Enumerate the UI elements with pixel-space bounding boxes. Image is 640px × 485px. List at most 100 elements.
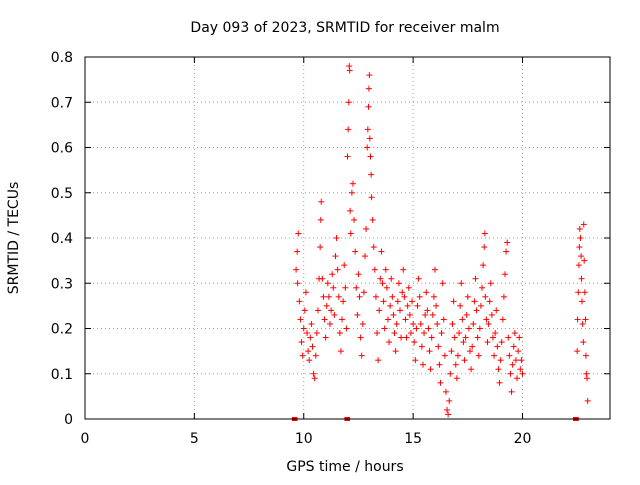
data-point xyxy=(447,370,454,377)
data-point xyxy=(364,126,371,133)
data-point xyxy=(506,352,513,359)
data-point xyxy=(498,339,505,346)
data-point xyxy=(356,293,363,300)
data-point xyxy=(445,411,452,418)
data-point xyxy=(423,289,430,296)
data-point xyxy=(305,348,312,355)
data-point xyxy=(576,244,583,251)
data-point xyxy=(295,230,302,237)
data-point xyxy=(426,348,433,355)
data-point xyxy=(369,216,376,223)
data-point xyxy=(494,343,501,350)
data-point xyxy=(345,126,352,133)
data-point xyxy=(452,361,459,368)
data-point xyxy=(370,244,377,251)
data-point xyxy=(514,375,521,382)
data-point xyxy=(434,320,441,327)
data-point xyxy=(469,343,476,350)
data-point xyxy=(439,280,446,287)
data-point xyxy=(576,225,583,232)
data-point xyxy=(476,325,483,332)
data-point xyxy=(371,266,378,273)
data-point xyxy=(578,253,585,260)
data-point xyxy=(307,334,314,341)
data-point xyxy=(516,334,523,341)
data-point xyxy=(459,316,466,323)
data-point xyxy=(449,320,456,327)
data-point xyxy=(299,352,306,359)
data-point xyxy=(499,316,506,323)
data-point xyxy=(375,357,382,364)
data-point xyxy=(512,357,519,364)
data-point xyxy=(343,325,350,332)
data-point xyxy=(500,293,507,300)
data-point xyxy=(419,361,426,368)
y-tick-label: 0.6 xyxy=(51,141,73,157)
data-point xyxy=(484,339,491,346)
data-point xyxy=(340,298,347,305)
data-point xyxy=(387,302,394,309)
data-point xyxy=(313,330,320,337)
data-point xyxy=(582,352,589,359)
data-point xyxy=(339,316,346,323)
data-point xyxy=(406,311,413,318)
data-point xyxy=(389,293,396,300)
data-point xyxy=(432,266,438,273)
data-point xyxy=(472,275,479,282)
data-point xyxy=(504,239,511,246)
data-point xyxy=(481,244,488,251)
data-point xyxy=(482,293,489,300)
grid-lines xyxy=(85,57,610,419)
x-tick-label: 5 xyxy=(190,431,199,447)
data-point xyxy=(311,375,318,382)
data-point xyxy=(456,330,463,337)
data-point xyxy=(346,67,353,74)
data-point xyxy=(317,244,324,251)
data-point xyxy=(333,235,340,241)
data-point xyxy=(424,307,431,314)
data-point xyxy=(470,320,477,327)
data-point xyxy=(296,298,303,305)
data-point xyxy=(416,293,423,300)
data-point xyxy=(360,289,367,296)
data-point xyxy=(390,311,397,318)
data-point xyxy=(398,334,405,341)
data-point xyxy=(312,352,319,359)
data-point xyxy=(300,325,307,332)
data-point xyxy=(460,339,467,346)
data-point xyxy=(355,271,362,278)
data-point xyxy=(415,275,422,282)
data-point xyxy=(579,298,585,305)
data-point xyxy=(483,316,490,323)
data-point xyxy=(297,316,304,323)
data-point xyxy=(515,348,522,355)
data-point xyxy=(332,253,339,260)
data-point xyxy=(451,334,458,341)
data-point xyxy=(508,388,515,395)
data-point xyxy=(475,352,482,359)
data-point xyxy=(347,207,354,214)
data-point xyxy=(492,330,499,337)
data-point xyxy=(425,325,432,332)
data-point xyxy=(394,298,401,305)
x-tick-label: 15 xyxy=(404,431,422,447)
data-point xyxy=(488,311,495,318)
data-point xyxy=(579,320,586,327)
data-point xyxy=(334,266,341,273)
data-point xyxy=(412,357,419,364)
data-point xyxy=(327,320,333,327)
data-point xyxy=(495,366,502,373)
data-point xyxy=(454,352,461,359)
y-tick-label: 0.1 xyxy=(51,367,73,383)
data-point xyxy=(417,320,424,327)
data-point xyxy=(457,302,464,309)
data-point xyxy=(487,280,494,287)
data-point xyxy=(366,135,373,142)
data-point xyxy=(519,370,526,377)
data-point xyxy=(405,284,412,291)
data-point xyxy=(577,235,584,241)
data-point xyxy=(294,280,301,287)
data-point xyxy=(464,293,471,300)
data-point xyxy=(374,330,381,337)
data-point xyxy=(461,357,468,364)
